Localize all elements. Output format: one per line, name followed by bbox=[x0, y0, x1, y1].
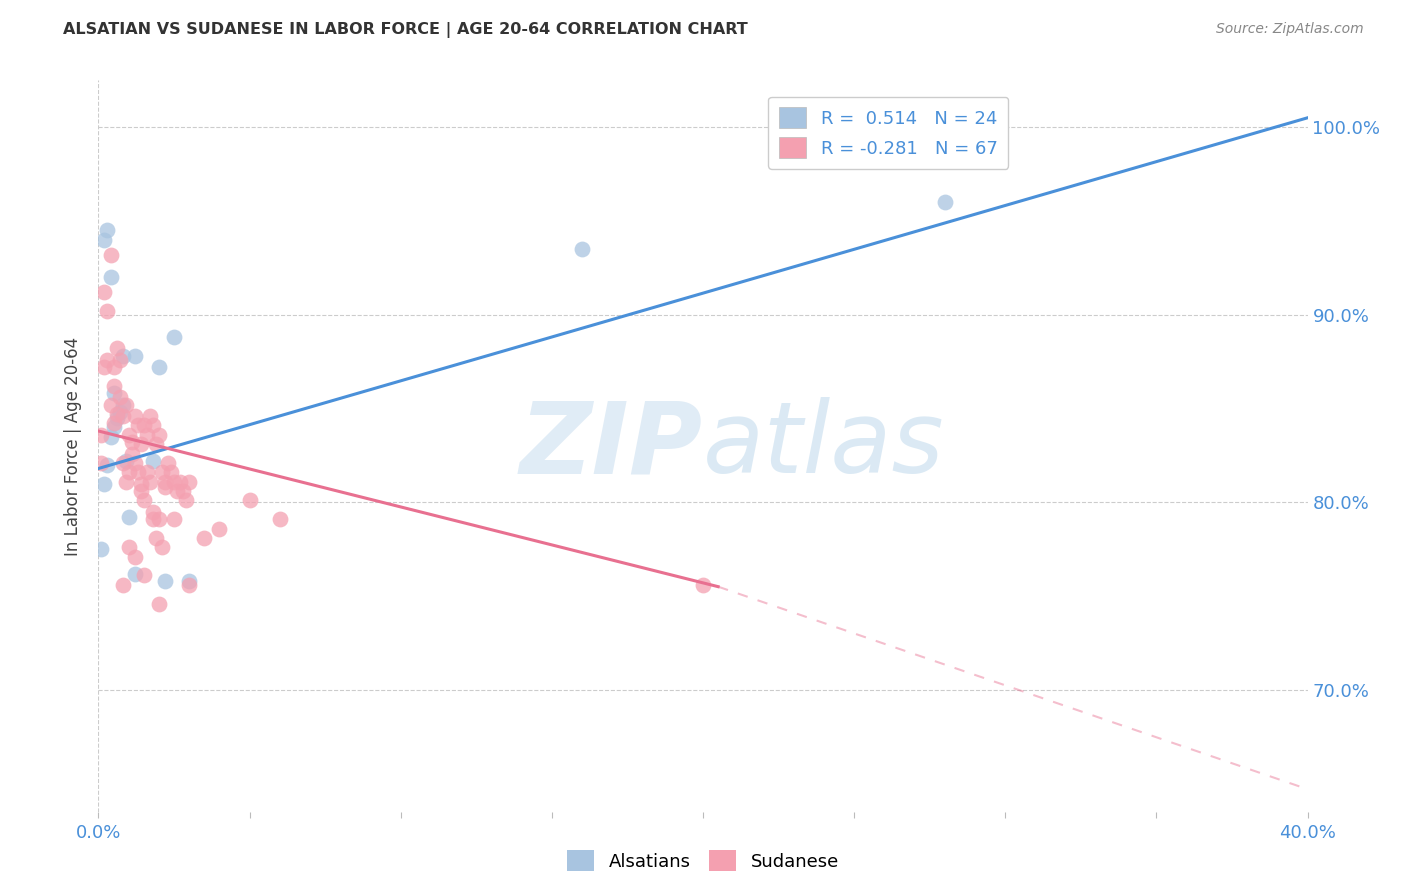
Point bbox=[114, 454, 136, 468]
Point bbox=[111, 456, 134, 470]
Point bbox=[179, 574, 201, 588]
Point bbox=[132, 418, 155, 433]
Point bbox=[100, 429, 122, 443]
Point bbox=[96, 352, 118, 367]
Point bbox=[127, 465, 149, 479]
Point bbox=[114, 475, 136, 489]
Point bbox=[150, 465, 173, 479]
Point bbox=[163, 512, 186, 526]
Point bbox=[239, 493, 262, 508]
Point bbox=[692, 578, 714, 592]
Point bbox=[93, 360, 115, 375]
Point bbox=[160, 465, 183, 479]
Point bbox=[124, 456, 146, 470]
Point bbox=[93, 476, 115, 491]
Point bbox=[90, 542, 112, 557]
Point bbox=[172, 483, 194, 498]
Point bbox=[269, 512, 291, 526]
Point bbox=[142, 454, 165, 468]
Point bbox=[208, 522, 231, 536]
Point bbox=[105, 410, 128, 425]
Point bbox=[153, 480, 176, 494]
Point bbox=[118, 465, 141, 479]
Point bbox=[111, 349, 134, 363]
Point bbox=[129, 483, 152, 498]
Point bbox=[142, 505, 165, 519]
Point bbox=[124, 409, 146, 423]
Point bbox=[118, 510, 141, 524]
Text: ALSATIAN VS SUDANESE IN LABOR FORCE | AGE 20-64 CORRELATION CHART: ALSATIAN VS SUDANESE IN LABOR FORCE | AG… bbox=[63, 22, 748, 38]
Point bbox=[103, 379, 125, 393]
Point bbox=[100, 270, 122, 285]
Point bbox=[124, 549, 146, 564]
Point bbox=[100, 398, 122, 412]
Point bbox=[90, 427, 112, 442]
Point bbox=[124, 349, 146, 363]
Point bbox=[129, 476, 152, 491]
Point bbox=[156, 456, 179, 470]
Point bbox=[103, 417, 125, 431]
Point bbox=[127, 418, 149, 433]
Point bbox=[124, 566, 146, 581]
Text: atlas: atlas bbox=[703, 398, 945, 494]
Text: ZIP: ZIP bbox=[520, 398, 703, 494]
Point bbox=[193, 531, 215, 545]
Text: Source: ZipAtlas.com: Source: ZipAtlas.com bbox=[1216, 22, 1364, 37]
Point bbox=[111, 398, 134, 412]
Point bbox=[103, 386, 125, 401]
Point bbox=[108, 390, 131, 404]
Point bbox=[121, 446, 143, 460]
Point bbox=[93, 285, 115, 300]
Point bbox=[145, 437, 167, 451]
Point bbox=[150, 541, 173, 555]
Point bbox=[132, 568, 155, 582]
Point bbox=[934, 195, 956, 210]
Point bbox=[108, 405, 131, 419]
Point bbox=[103, 420, 125, 434]
Point bbox=[142, 512, 165, 526]
Point bbox=[114, 398, 136, 412]
Point bbox=[111, 409, 134, 423]
Point bbox=[103, 360, 125, 375]
Point bbox=[169, 475, 191, 489]
Point bbox=[153, 475, 176, 489]
Point bbox=[148, 360, 170, 375]
Point bbox=[135, 465, 157, 479]
Point bbox=[111, 578, 134, 592]
Point bbox=[145, 531, 167, 545]
Point bbox=[163, 475, 186, 489]
Point bbox=[132, 493, 155, 508]
Y-axis label: In Labor Force | Age 20-64: In Labor Force | Age 20-64 bbox=[63, 336, 82, 556]
Point bbox=[121, 435, 143, 450]
Point bbox=[148, 512, 170, 526]
Point bbox=[179, 475, 201, 489]
Point bbox=[96, 223, 118, 237]
Point bbox=[179, 578, 201, 592]
Point bbox=[571, 242, 593, 256]
Point bbox=[108, 352, 131, 367]
Point bbox=[105, 407, 128, 421]
Point bbox=[166, 483, 188, 498]
Point bbox=[118, 427, 141, 442]
Point bbox=[163, 330, 186, 344]
Point bbox=[142, 418, 165, 433]
Point bbox=[90, 456, 112, 470]
Point bbox=[148, 427, 170, 442]
Point bbox=[174, 493, 197, 508]
Point bbox=[139, 409, 162, 423]
Point bbox=[148, 597, 170, 611]
Point bbox=[139, 475, 162, 489]
Point bbox=[96, 458, 118, 472]
Legend: R =  0.514   N = 24, R = -0.281   N = 67: R = 0.514 N = 24, R = -0.281 N = 67 bbox=[768, 96, 1008, 169]
Point bbox=[153, 574, 176, 588]
Point bbox=[135, 427, 157, 442]
Legend: Alsatians, Sudanese: Alsatians, Sudanese bbox=[560, 843, 846, 879]
Point bbox=[100, 248, 122, 262]
Point bbox=[105, 342, 128, 356]
Point bbox=[129, 437, 152, 451]
Point bbox=[96, 304, 118, 318]
Point bbox=[118, 541, 141, 555]
Point bbox=[93, 233, 115, 247]
